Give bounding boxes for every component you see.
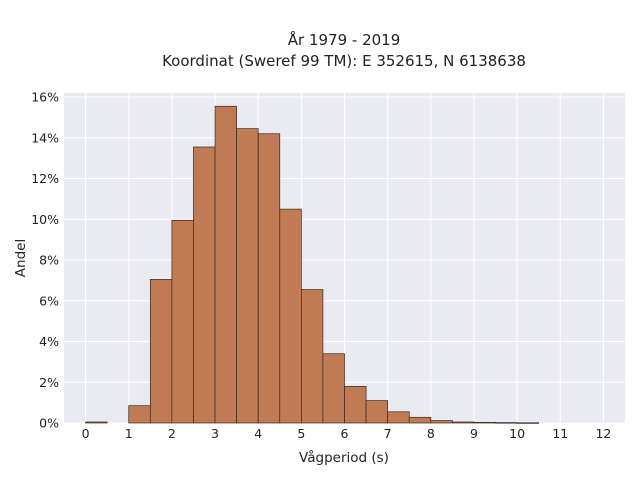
histogram-bar [85,421,108,424]
x-tick-label: 3 [211,426,219,441]
y-tick-label: 10% [31,212,59,227]
chart-subtitle: Koordinat (Sweref 99 TM): E 352615, N 61… [162,52,526,70]
histogram-bar [344,385,367,424]
x-axis-ticks: 0 1 2 3 4 5 6 7 8 9 10 11 12 [82,426,612,441]
x-tick-label: 4 [254,426,262,441]
y-tick-label: 12% [31,171,59,186]
x-tick-label: 9 [470,426,478,441]
histogram-bar [322,353,345,424]
histogram-bar [257,133,281,424]
y-tick-label: 2% [39,375,59,390]
y-axis-label: Andel [13,239,29,277]
x-axis-label: Vågperiod (s) [299,449,389,466]
histogram-bar [516,422,540,424]
histogram-bar [473,422,496,424]
histogram-bar [452,421,475,424]
x-tick-label: 0 [82,426,90,441]
y-tick-label: 4% [39,334,59,349]
histogram-bar [128,405,151,424]
x-tick-label: 7 [384,426,392,441]
histogram-bar [236,128,259,424]
histogram-bar [408,416,432,424]
x-tick-label: 6 [341,426,349,441]
histogram-bar [214,105,237,424]
x-tick-label: 5 [297,426,305,441]
histogram-bar [365,400,389,424]
histogram-bar [193,146,216,424]
y-tick-label: 0% [39,416,59,431]
y-tick-label: 16% [31,90,59,105]
histogram-bar [387,411,410,424]
x-tick-label: 12 [595,426,611,441]
histogram-bar [300,289,324,424]
histogram-bar [495,422,518,424]
histogram-bar [430,420,453,424]
x-tick-label: 2 [168,426,176,441]
y-tick-label: 6% [39,293,59,308]
histogram-bar [279,208,302,424]
x-tick-label: 1 [125,426,133,441]
histogram-bar [171,219,194,424]
histogram-bar [149,279,173,424]
x-tick-label: 11 [552,426,568,441]
bars [85,105,540,424]
y-tick-label: 14% [31,130,59,145]
y-tick-label: 8% [39,253,59,268]
y-axis-ticks: 0% 2% 4% 6% 8% 10% 12% 14% 16% [31,90,59,431]
x-tick-label: 10 [509,426,525,441]
chart-title: År 1979 - 2019 [288,30,401,49]
x-tick-label: 8 [427,426,435,441]
